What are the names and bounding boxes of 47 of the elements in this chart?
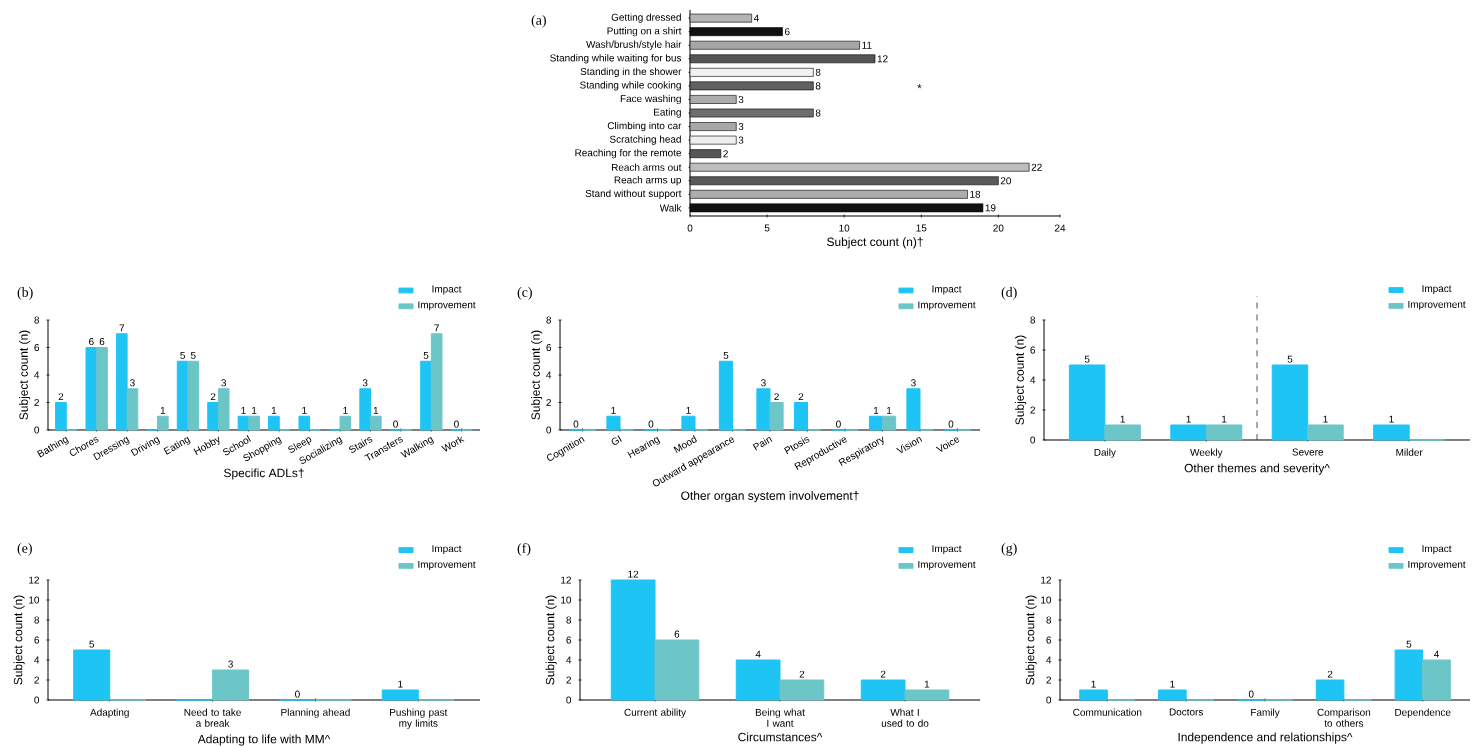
bar [268,415,280,431]
bar [430,333,443,431]
bar [187,360,200,431]
bar [212,669,250,701]
bar [1422,659,1451,701]
bar [1170,424,1207,441]
bar [55,402,67,431]
bar [126,388,139,431]
bar [756,388,771,431]
bar [1079,689,1108,701]
bar [1307,424,1344,441]
bar [1315,679,1345,701]
bar [359,388,371,431]
bar [381,689,419,701]
bar [217,388,230,431]
bar [1373,424,1410,441]
bar [369,415,382,431]
bar [1104,424,1141,441]
bar [1158,689,1187,701]
bar [339,415,352,431]
bar [654,639,700,701]
bar [73,649,111,701]
bar [904,689,950,701]
bar [882,415,897,431]
bar [1394,649,1424,701]
bar [606,415,621,431]
bar [735,659,781,701]
bar [860,679,906,701]
bar [681,415,696,431]
bar [1205,424,1243,441]
bar [769,402,784,431]
bar [85,347,98,431]
bar [115,333,128,431]
bar [1271,364,1309,441]
bar [96,347,108,431]
bar [868,415,884,431]
bar [157,415,169,431]
bar [298,415,311,431]
bar [248,415,260,431]
bar [906,388,921,431]
bar [207,402,219,431]
bar [1068,364,1106,441]
bar [718,360,734,431]
bar [793,402,809,431]
bar [779,679,825,701]
bar [420,360,432,431]
bar [610,579,656,701]
